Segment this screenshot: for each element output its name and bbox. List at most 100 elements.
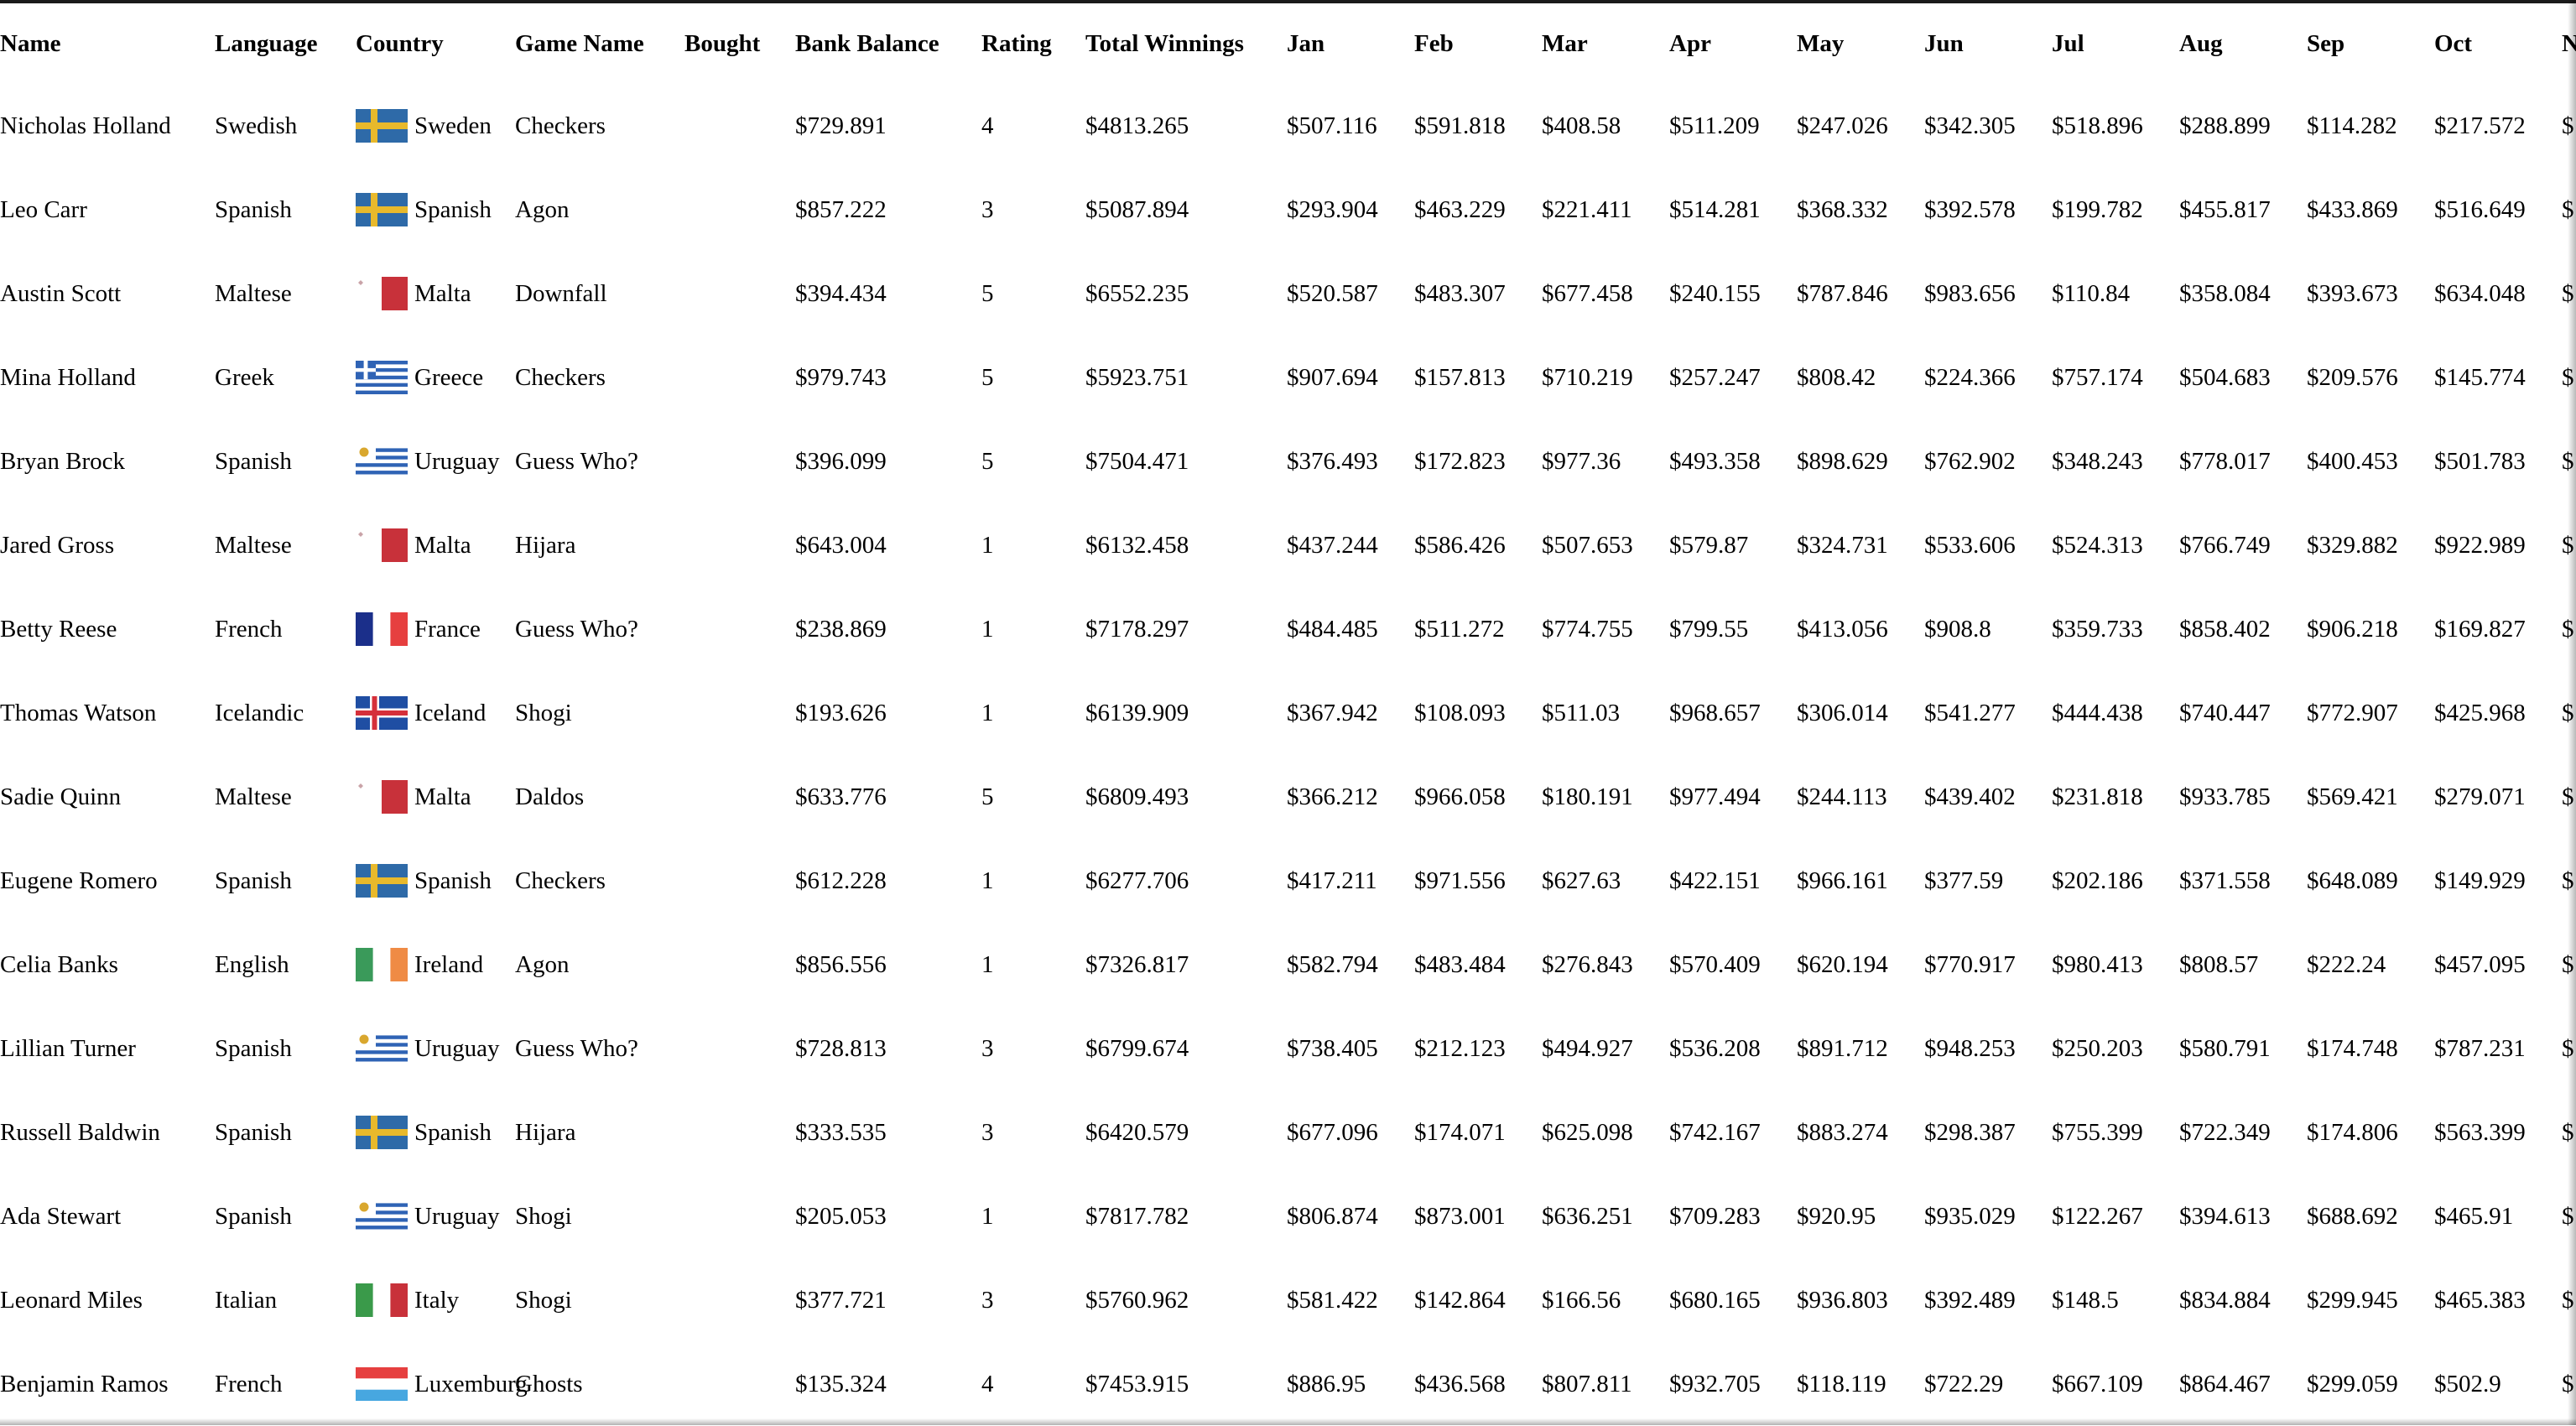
table-row[interactable]: Leo Carr Spanish Spanish Agon $857.222 3 $5087… bbox=[0, 168, 2576, 252]
month-value-cell: $222.24 bbox=[2307, 950, 2386, 978]
month-value-cell: $244.113 bbox=[1797, 783, 1887, 810]
column-header-n[interactable]: N bbox=[2562, 3, 2576, 84]
table-row[interactable]: Mina Holland Greek Greece Checkers $979.743 5… bbox=[0, 336, 2576, 419]
month-value-cell: $738.405 bbox=[1287, 1034, 1378, 1062]
language-cell: Italian bbox=[215, 1286, 278, 1314]
month-value-cell: $807.811 bbox=[1542, 1370, 1632, 1397]
rating-cell: 3 bbox=[981, 1286, 994, 1314]
france-flag-icon bbox=[356, 612, 408, 646]
month-value-cell: $212.123 bbox=[1414, 1034, 1506, 1062]
table-row[interactable]: Sadie Quinn Maltese Malta Daldos $633.776 5 $6… bbox=[0, 755, 2576, 839]
column-header-jan[interactable]: Jan bbox=[1287, 29, 1325, 57]
month-value-cell: $507.653 bbox=[1542, 531, 1633, 559]
table-row[interactable]: Jared Gross Maltese Malta Hijara $643.004 1 $6… bbox=[0, 503, 2576, 587]
data-grid: Name Language Country Game Name Bought Bank B… bbox=[0, 3, 2576, 1425]
column-header-apr[interactable]: Apr bbox=[1669, 29, 1711, 57]
name-cell: Sadie Quinn bbox=[0, 783, 122, 810]
table-row[interactable]: Bryan Brock Spanish Uruguay Guess Who? $396.… bbox=[0, 419, 2576, 503]
sweden-flag-icon bbox=[356, 864, 408, 898]
column-header-language[interactable]: Language bbox=[215, 29, 318, 57]
month-value-cell: $202.186 bbox=[2052, 867, 2143, 894]
country-name: Sweden bbox=[414, 112, 492, 139]
column-header-oct[interactable]: Oct bbox=[2434, 29, 2473, 57]
table-row[interactable]: Nicholas Holland Swedish Sweden Checkers $72… bbox=[0, 84, 2576, 168]
country-cell: Malta bbox=[356, 755, 471, 839]
column-header-name[interactable]: Name bbox=[0, 29, 61, 57]
country-cell: Italy bbox=[356, 1258, 459, 1342]
table-row[interactable]: Eugene Romero Spanish Spanish Checkers $612.… bbox=[0, 839, 2576, 923]
bank-balance-cell: $238.869 bbox=[795, 615, 887, 643]
month-value-cell: $579.87 bbox=[1669, 531, 1749, 559]
column-header-bank-balance[interactable]: Bank Balance bbox=[795, 29, 939, 57]
game-name-cell: Shogi bbox=[515, 1286, 572, 1314]
month-value-cell: $520.587 bbox=[1287, 279, 1378, 307]
column-header-game-name[interactable]: Game Name bbox=[515, 29, 644, 57]
column-header-may[interactable]: May bbox=[1797, 29, 1845, 57]
table-row[interactable]: Betty Reese French France Guess Who? $238.86… bbox=[0, 587, 2576, 671]
month-value-cell: $891.712 bbox=[1797, 1034, 1888, 1062]
month-value-cell: $174.748 bbox=[2307, 1034, 2398, 1062]
month-value-cell: $224.366 bbox=[1924, 363, 2016, 391]
table-row[interactable]: Celia Banks English Ireland Agon $856.556 1 $7… bbox=[0, 923, 2576, 1007]
month-value-cell: $582.794 bbox=[1287, 950, 1378, 978]
game-name-cell: Guess Who? bbox=[515, 1034, 638, 1062]
month-value-cell: $536.208 bbox=[1669, 1034, 1761, 1062]
table-row[interactable]: Leonard Miles Italian Italy Shogi $377.721 3 $… bbox=[0, 1258, 2576, 1342]
table-row[interactable]: Ada Stewart Spanish Uruguay Shogi $205.053 1 $… bbox=[0, 1174, 2576, 1258]
column-header-rating[interactable]: Rating bbox=[981, 29, 1052, 57]
total-winnings-cell: $6132.458 bbox=[1085, 531, 1189, 559]
month-value-cell: $367.942 bbox=[1287, 699, 1378, 726]
month-value-cell: $180.191 bbox=[1542, 783, 1633, 810]
game-name-cell: Shogi bbox=[515, 1202, 572, 1230]
month-value-cell: $122.267 bbox=[2052, 1202, 2143, 1230]
column-header-feb[interactable]: Feb bbox=[1414, 29, 1454, 57]
month-value-cell: $625.098 bbox=[1542, 1118, 1633, 1146]
month-value-cell: $342.305 bbox=[1924, 112, 2016, 139]
table-row[interactable]: Russell Baldwin Spanish Spanish Hijara $333.… bbox=[0, 1090, 2576, 1174]
month-value-cell: $288.899 bbox=[2179, 112, 2271, 139]
column-header-jun[interactable]: Jun bbox=[1924, 29, 1964, 57]
month-value-cell: $627.63 bbox=[1542, 867, 1621, 894]
country-name: Luxemburg bbox=[414, 1370, 528, 1397]
game-name-cell: Hijara bbox=[515, 531, 576, 559]
column-header-total-winnings[interactable]: Total Winnings bbox=[1085, 29, 1244, 57]
country-name: Uruguay bbox=[414, 1202, 500, 1230]
table-row[interactable]: Austin Scott Maltese Malta Downfall $394.434… bbox=[0, 252, 2576, 336]
country-cell: Spanish bbox=[356, 839, 492, 923]
language-cell: French bbox=[215, 615, 283, 643]
next-month-cell: $ bbox=[2562, 755, 2574, 839]
country-name: Spanish bbox=[414, 195, 492, 223]
column-header-mar[interactable]: Mar bbox=[1542, 29, 1588, 57]
next-month-cell: $ bbox=[2562, 587, 2574, 671]
month-value-cell: $977.494 bbox=[1669, 783, 1761, 810]
bank-balance-cell: $979.743 bbox=[795, 363, 887, 391]
column-header-jul[interactable]: Jul bbox=[2052, 29, 2084, 57]
month-value-cell: $709.283 bbox=[1669, 1202, 1761, 1230]
bank-balance-cell: $135.324 bbox=[795, 1370, 887, 1397]
month-value-cell: $408.58 bbox=[1542, 112, 1621, 139]
name-cell: Leo Carr bbox=[0, 195, 87, 223]
month-value-cell: $766.749 bbox=[2179, 531, 2271, 559]
month-value-cell: $722.29 bbox=[1924, 1370, 2004, 1397]
month-value-cell: $114.282 bbox=[2307, 112, 2397, 139]
month-value-cell: $757.174 bbox=[2052, 363, 2143, 391]
column-header-aug[interactable]: Aug bbox=[2179, 29, 2223, 57]
month-value-cell: $570.409 bbox=[1669, 950, 1761, 978]
name-cell: Bryan Brock bbox=[0, 447, 125, 475]
column-header-country[interactable]: Country bbox=[356, 29, 444, 57]
month-value-cell: $932.705 bbox=[1669, 1370, 1761, 1397]
language-cell: Spanish bbox=[215, 867, 292, 894]
month-value-cell: $886.95 bbox=[1287, 1370, 1366, 1397]
game-name-cell: Downfall bbox=[515, 279, 607, 307]
month-value-cell: $413.056 bbox=[1797, 615, 1888, 643]
column-header-bought[interactable]: Bought bbox=[684, 29, 761, 57]
next-month-cell: $ bbox=[2562, 503, 2574, 587]
month-value-cell: $591.818 bbox=[1414, 112, 1506, 139]
month-value-cell: $787.231 bbox=[2434, 1034, 2526, 1062]
table-row[interactable]: Thomas Watson Icelandic Iceland Shogi $193.6… bbox=[0, 671, 2576, 755]
name-cell: Thomas Watson bbox=[0, 699, 157, 726]
rating-cell: 3 bbox=[981, 1118, 994, 1146]
column-header-sep[interactable]: Sep bbox=[2307, 29, 2345, 57]
table-row[interactable]: Benjamin Ramos French Luxemburg Ghosts $135.… bbox=[0, 1342, 2576, 1426]
table-row[interactable]: Lillian Turner Spanish Uruguay Guess Who? $7… bbox=[0, 1007, 2576, 1090]
